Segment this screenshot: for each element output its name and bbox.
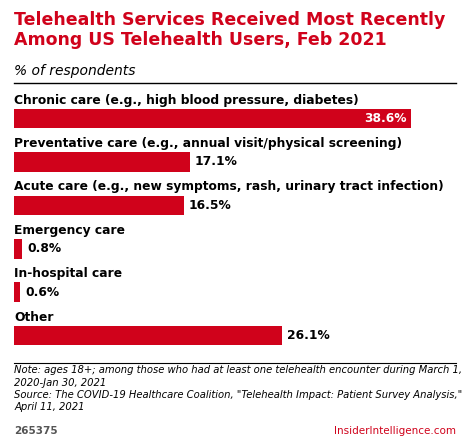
Text: In-hospital care: In-hospital care (14, 267, 122, 280)
Text: 16.5%: 16.5% (189, 199, 232, 212)
Text: 0.8%: 0.8% (27, 242, 62, 255)
Bar (14, 282, 20, 302)
Bar (14, 196, 184, 215)
Text: Note: ages 18+; among those who had at least one telehealth encounter during Mar: Note: ages 18+; among those who had at l… (14, 365, 462, 412)
Text: Chronic care (e.g., high blood pressure, diabetes): Chronic care (e.g., high blood pressure,… (14, 93, 359, 107)
Bar (14, 239, 22, 258)
Text: Acute care (e.g., new symptoms, rash, urinary tract infection): Acute care (e.g., new symptoms, rash, ur… (14, 180, 444, 194)
Bar (14, 326, 282, 345)
Text: Other: Other (14, 310, 54, 324)
Text: 38.6%: 38.6% (364, 112, 407, 125)
Text: 26.1%: 26.1% (287, 329, 330, 342)
Text: 265375: 265375 (14, 426, 58, 436)
Text: Preventative care (e.g., annual visit/physical screening): Preventative care (e.g., annual visit/ph… (14, 137, 402, 150)
Text: 0.6%: 0.6% (25, 286, 60, 299)
Text: InsiderIntelligence.com: InsiderIntelligence.com (334, 426, 456, 436)
Text: Emergency care: Emergency care (14, 224, 125, 237)
Text: % of respondents: % of respondents (14, 64, 136, 78)
Bar (14, 152, 190, 172)
Text: 17.1%: 17.1% (195, 156, 238, 168)
Bar (14, 109, 411, 128)
Text: Telehealth Services Received Most Recently
Among US Telehealth Users, Feb 2021: Telehealth Services Received Most Recent… (14, 11, 446, 49)
